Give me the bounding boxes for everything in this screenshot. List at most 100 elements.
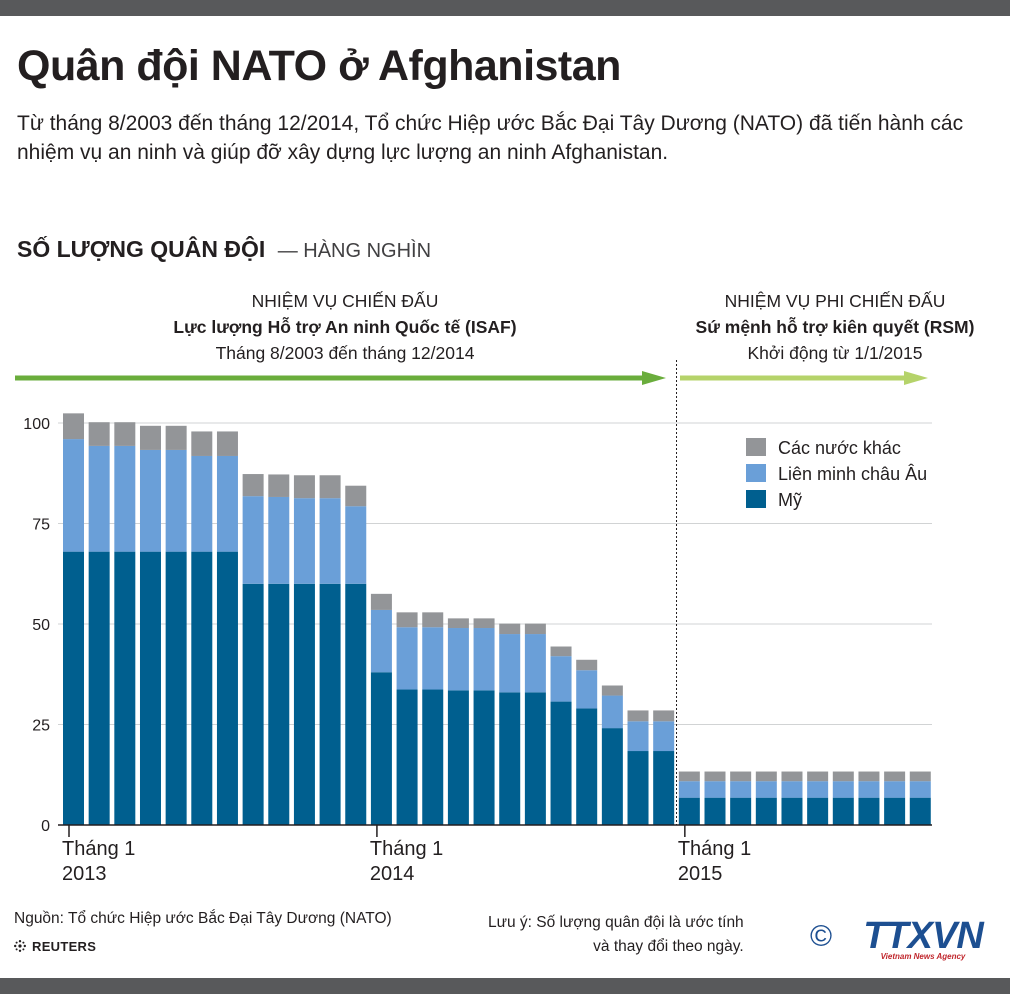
bar-segment [832,797,854,825]
bar-segment [473,690,495,825]
bar-segment [524,634,546,693]
bar-segment [293,498,315,584]
bar-segment [473,628,495,691]
legend-label: Liên minh châu Âu [778,464,927,484]
bar-segment [704,771,726,782]
mission-arrow-isaf-shaft [15,375,644,381]
bar-segment [730,771,752,782]
bar-segment [396,627,418,690]
reuters-logo-icon [14,940,26,952]
bar-segment [627,751,649,825]
bar-segment [550,701,572,825]
bar-segment [191,551,213,825]
bar-segment [704,797,726,825]
legend-label: Các nước khác [778,438,901,458]
section-unit: — HÀNG NGHÌN [277,240,432,262]
mission-rsm-period: Khởi động từ 1/1/2015 [747,343,923,363]
bar-segment [88,422,110,446]
x-tick-label-month: Tháng 1 [370,838,443,860]
mission-isaf: NHIỆM VỤ CHIẾN ĐẤU Lực lượng Hỗ trợ An n… [100,288,590,366]
agency-tagline: Vietnam News Agency [880,952,966,961]
bar-segment [293,475,315,499]
bar-segment [319,475,341,499]
bar-segment [370,672,392,825]
bar-segment [370,593,392,610]
top-band [0,0,1010,16]
bar-segment [216,551,238,825]
bar-segment [807,797,829,825]
ttxvn-logo: TTXVN Vietnam News Agency [852,916,994,961]
y-tick-label: 100 [23,416,50,433]
bar-segment [909,781,931,798]
bar-segment [884,781,906,798]
bar-segment [447,628,469,691]
bar-segment [807,771,829,782]
bar-segment [755,781,777,798]
bar-segment [396,689,418,825]
page-subtitle: Từ tháng 8/2003 đến tháng 12/2014, Tổ ch… [17,112,964,164]
source-text: Nguồn: Tổ chức Hiệp ước Bắc Đại Tây Dươn… [14,910,392,927]
bar-segment [678,771,700,782]
bar-segment [242,474,264,497]
bar-segment [499,623,521,635]
mission-rsm-name: Sứ mệnh hỗ trợ kiên quyết (RSM) [695,317,975,337]
legend-swatch [746,464,766,482]
bar-segment [165,425,187,450]
bar-segment [884,771,906,782]
bar-segment [601,728,623,825]
bar-segment [678,797,700,825]
bar-segment [293,583,315,825]
troop-stacked-bar-chart: 0 25 50 75 100 Tháng 1 2013 Tháng 1 2014 Tháng 1 2… [15,360,932,885]
bar-segment [268,474,290,497]
bar-segment [678,781,700,798]
bar-segment [858,781,880,798]
mission-isaf-period: Tháng 8/2003 đến tháng 12/2014 [215,343,475,363]
note-line-1: Lưu ý: Số lượng quân đội là ước tính [488,914,744,931]
bar-segment [576,708,598,825]
bar-segment [165,449,187,552]
bar-segment [627,710,649,722]
bottom-band [0,978,1010,994]
mission-arrow-rsm-head [904,371,928,385]
bar-segment [755,797,777,825]
bar-segment [191,431,213,456]
bar-segment [858,771,880,782]
bar-segment [704,781,726,798]
bar-segment [268,583,290,825]
bar-segment [345,583,367,825]
bar-segment [345,485,367,507]
bar-segment [165,551,187,825]
mission-rsm-type: NHIỆM VỤ PHI CHIẾN ĐẤU [724,291,946,311]
bar-segment [781,797,803,825]
reuters-label: REUTERS [32,938,97,954]
bar-segment [499,634,521,693]
bar-segment [884,797,906,825]
bar-segment [653,710,675,722]
bar-segment [601,695,623,729]
bar-segment [396,612,418,628]
mission-arrow-rsm-shaft [680,375,906,381]
legend-swatch [746,490,766,508]
bar-segment [114,445,136,552]
legend-label: Mỹ [778,490,802,510]
agency-name: TTXVN [863,915,984,957]
mission-arrow-isaf-head [642,371,666,385]
x-tick-label-year: 2014 [370,863,415,885]
bar-segment [345,506,367,584]
bar-segment [550,656,572,702]
x-tick-label-month: Tháng 1 [62,838,135,860]
x-tick-label-year: 2013 [62,863,107,885]
bar-segment [499,692,521,825]
bar-segment [422,627,444,690]
bar-segment [576,659,598,671]
bar-segment [550,646,572,657]
bar-segment [422,689,444,825]
bar-segment [653,751,675,825]
bar-segment [114,551,136,825]
note-text: Lưu ý: Số lượng quân đội là ước tính và … [488,911,744,959]
bar-segment [139,449,161,552]
bar-segment [909,797,931,825]
bar-segment [319,583,341,825]
bar-segment [627,721,649,752]
bar-segment [730,781,752,798]
